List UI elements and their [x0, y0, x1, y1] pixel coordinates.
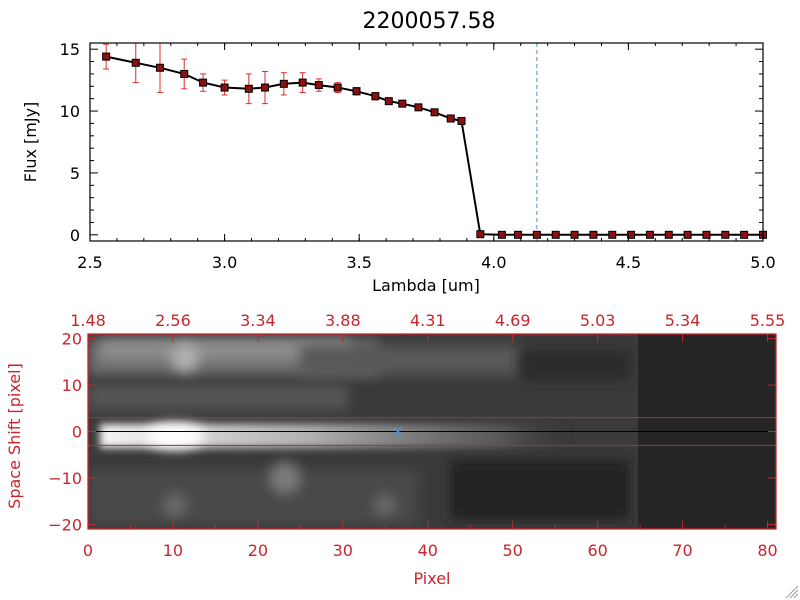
flux-data-point [398, 99, 407, 108]
flux-data-point [664, 230, 673, 239]
wavelength-tick-label: 2.56 [155, 311, 191, 330]
y-axis-label: Flux [mJy] [21, 102, 40, 183]
flux-data-point [608, 230, 617, 239]
flux-data-point [702, 230, 711, 239]
y-tick-label: 5 [70, 164, 80, 183]
flux-data-point [514, 230, 523, 239]
wavelength-tick-label: 5.34 [665, 311, 701, 330]
flux-data-point [414, 103, 423, 112]
flux-data-point [220, 83, 229, 92]
wavelength-tick-label: 1.48 [70, 311, 106, 330]
x-tick-label: 3.0 [212, 253, 237, 272]
flux-data-point [497, 230, 506, 239]
y-tick-label: 15 [60, 40, 80, 59]
flux-data-point [155, 63, 164, 72]
flux-data-point [298, 78, 307, 87]
pixel-axis-label: Pixel [413, 569, 450, 588]
flux-data-point [199, 78, 208, 87]
x-tick-label: 5.0 [750, 253, 775, 272]
pixel-tick-label: 40 [418, 541, 438, 560]
flux-data-point [244, 84, 253, 93]
flux-data-point [314, 81, 323, 90]
resize-grip-icon[interactable] [785, 585, 799, 599]
flux-data-point [102, 52, 111, 61]
position-marker [393, 426, 403, 437]
flux-data-point [384, 97, 393, 106]
pixel-tick-label: 70 [672, 541, 692, 560]
flux-data-point [180, 69, 189, 78]
pixel-tick-label: 50 [503, 541, 523, 560]
pixel-tick-label: 60 [587, 541, 607, 560]
shift-tick-label: 0 [72, 423, 82, 442]
y-tick-label: 0 [70, 226, 80, 245]
shift-tick-label: −10 [48, 469, 82, 488]
flux-data-point [476, 230, 485, 239]
flux-data-point [260, 83, 269, 92]
flux-data-point [532, 230, 541, 239]
wavelength-tick-label: 4.69 [495, 311, 531, 330]
x-tick-label: 3.5 [346, 253, 371, 272]
pixel-tick-label: 80 [757, 541, 777, 560]
flux-data-point [570, 230, 579, 239]
flux-data-point [279, 79, 288, 88]
flux-data-point [627, 230, 636, 239]
chart-title: 2200057.58 [363, 9, 496, 34]
shift-tick-label: 10 [62, 376, 82, 395]
flux-data-point [352, 87, 361, 96]
shift-tick-label: 20 [62, 330, 82, 349]
shift-tick-label: −20 [48, 515, 82, 534]
flux-data-point [333, 83, 342, 92]
pixel-tick-label: 30 [333, 541, 353, 560]
flux-data-point [131, 58, 140, 67]
flux-data-point [446, 114, 455, 123]
flux-data-point [371, 92, 380, 101]
y-tick-label: 10 [60, 102, 80, 121]
wavelength-tick-label: 5.03 [580, 311, 616, 330]
x-axis-label: Lambda [um] [372, 276, 480, 295]
flux-data-point [430, 108, 439, 117]
space-shift-axis-label: Space Shift [pixel] [5, 363, 24, 509]
pixel-tick-label: 10 [163, 541, 183, 560]
flux-plot-frame [89, 42, 764, 242]
flux-data-point [551, 230, 560, 239]
wavelength-tick-label: 3.34 [240, 311, 276, 330]
wavelength-tick-label: 4.31 [410, 311, 446, 330]
flux-data-point [683, 230, 692, 239]
flux-data-point [721, 230, 730, 239]
spectrum-image-chart: 0 10 20 30 40 50 60 70 80 20 10 0 −10 −20 1.48 2.56 3.… [5, 311, 785, 588]
x-tick-label: 4.5 [616, 253, 641, 272]
flux-data-point [589, 230, 598, 239]
wavelength-tick-label: 5.55 [750, 311, 786, 330]
flux-data-point [457, 116, 466, 125]
wavelength-tick-label: 3.88 [325, 311, 361, 330]
flux-chart: 2200057.58 2.5 3.0 3.5 4.0 4.5 5.0 0 5 10 15 Lam… [21, 9, 776, 295]
x-tick-label: 2.5 [77, 253, 102, 272]
pixel-tick-label: 20 [248, 541, 268, 560]
flux-data-point [645, 230, 654, 239]
pixel-tick-label: 0 [83, 541, 93, 560]
flux-data-point [740, 230, 749, 239]
x-tick-label: 4.0 [481, 253, 506, 272]
